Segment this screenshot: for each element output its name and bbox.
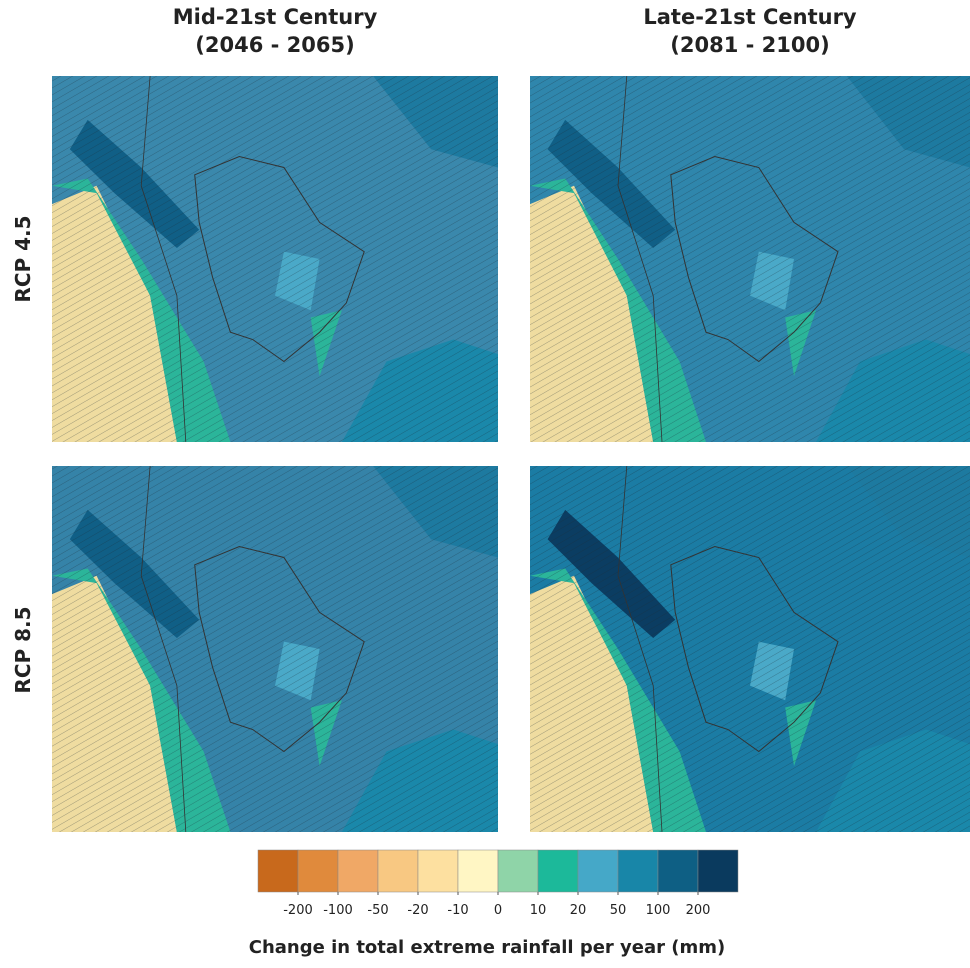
hatching [530,466,970,832]
colorbar-tick-label: 200 [686,903,711,918]
colorbar-box [418,850,458,892]
map-panel [530,76,970,442]
colorbar-tick-label: -50 [367,903,388,918]
colorbar-title: Change in total extreme rainfall per yea… [249,937,726,958]
colorbar-tick-label: 50 [610,903,627,918]
hatching [530,76,970,442]
colorbar-tick-label: 100 [646,903,671,918]
column-title: Mid-21st Century [173,5,378,29]
colorbar-box [298,850,338,892]
column-period: (2046 - 2065) [195,33,354,57]
column-title: Late-21st Century [643,5,857,29]
colorbar-tick-label: -200 [283,903,313,918]
map-panel [52,466,498,832]
colorbar-box [378,850,418,892]
colorbar-box [458,850,498,892]
column-period: (2081 - 2100) [670,33,829,57]
colorbar-tick-label: -20 [407,903,428,918]
colorbar-box [658,850,698,892]
colorbar-tick-label: -100 [323,903,353,918]
row-label: RCP 4.5 [11,215,35,302]
colorbar-tick-label: -10 [447,903,468,918]
hatching [52,466,498,832]
colorbar-box [538,850,578,892]
row-label: RCP 8.5 [11,606,35,693]
hatching [52,76,498,442]
colorbar-box [618,850,658,892]
colorbar-box [698,850,738,892]
colorbar-tick-label: 0 [494,903,502,918]
figure: Mid-21st Century (2046 - 2065) Late-21st… [0,0,970,964]
colorbar-box [258,850,298,892]
colorbar-box [578,850,618,892]
colorbar-tick-label: 20 [570,903,587,918]
colorbar-box [338,850,378,892]
map-panel [52,76,498,442]
colorbar-box [498,850,538,892]
colorbar-tick-label: 10 [530,903,547,918]
map-panel [530,466,970,832]
